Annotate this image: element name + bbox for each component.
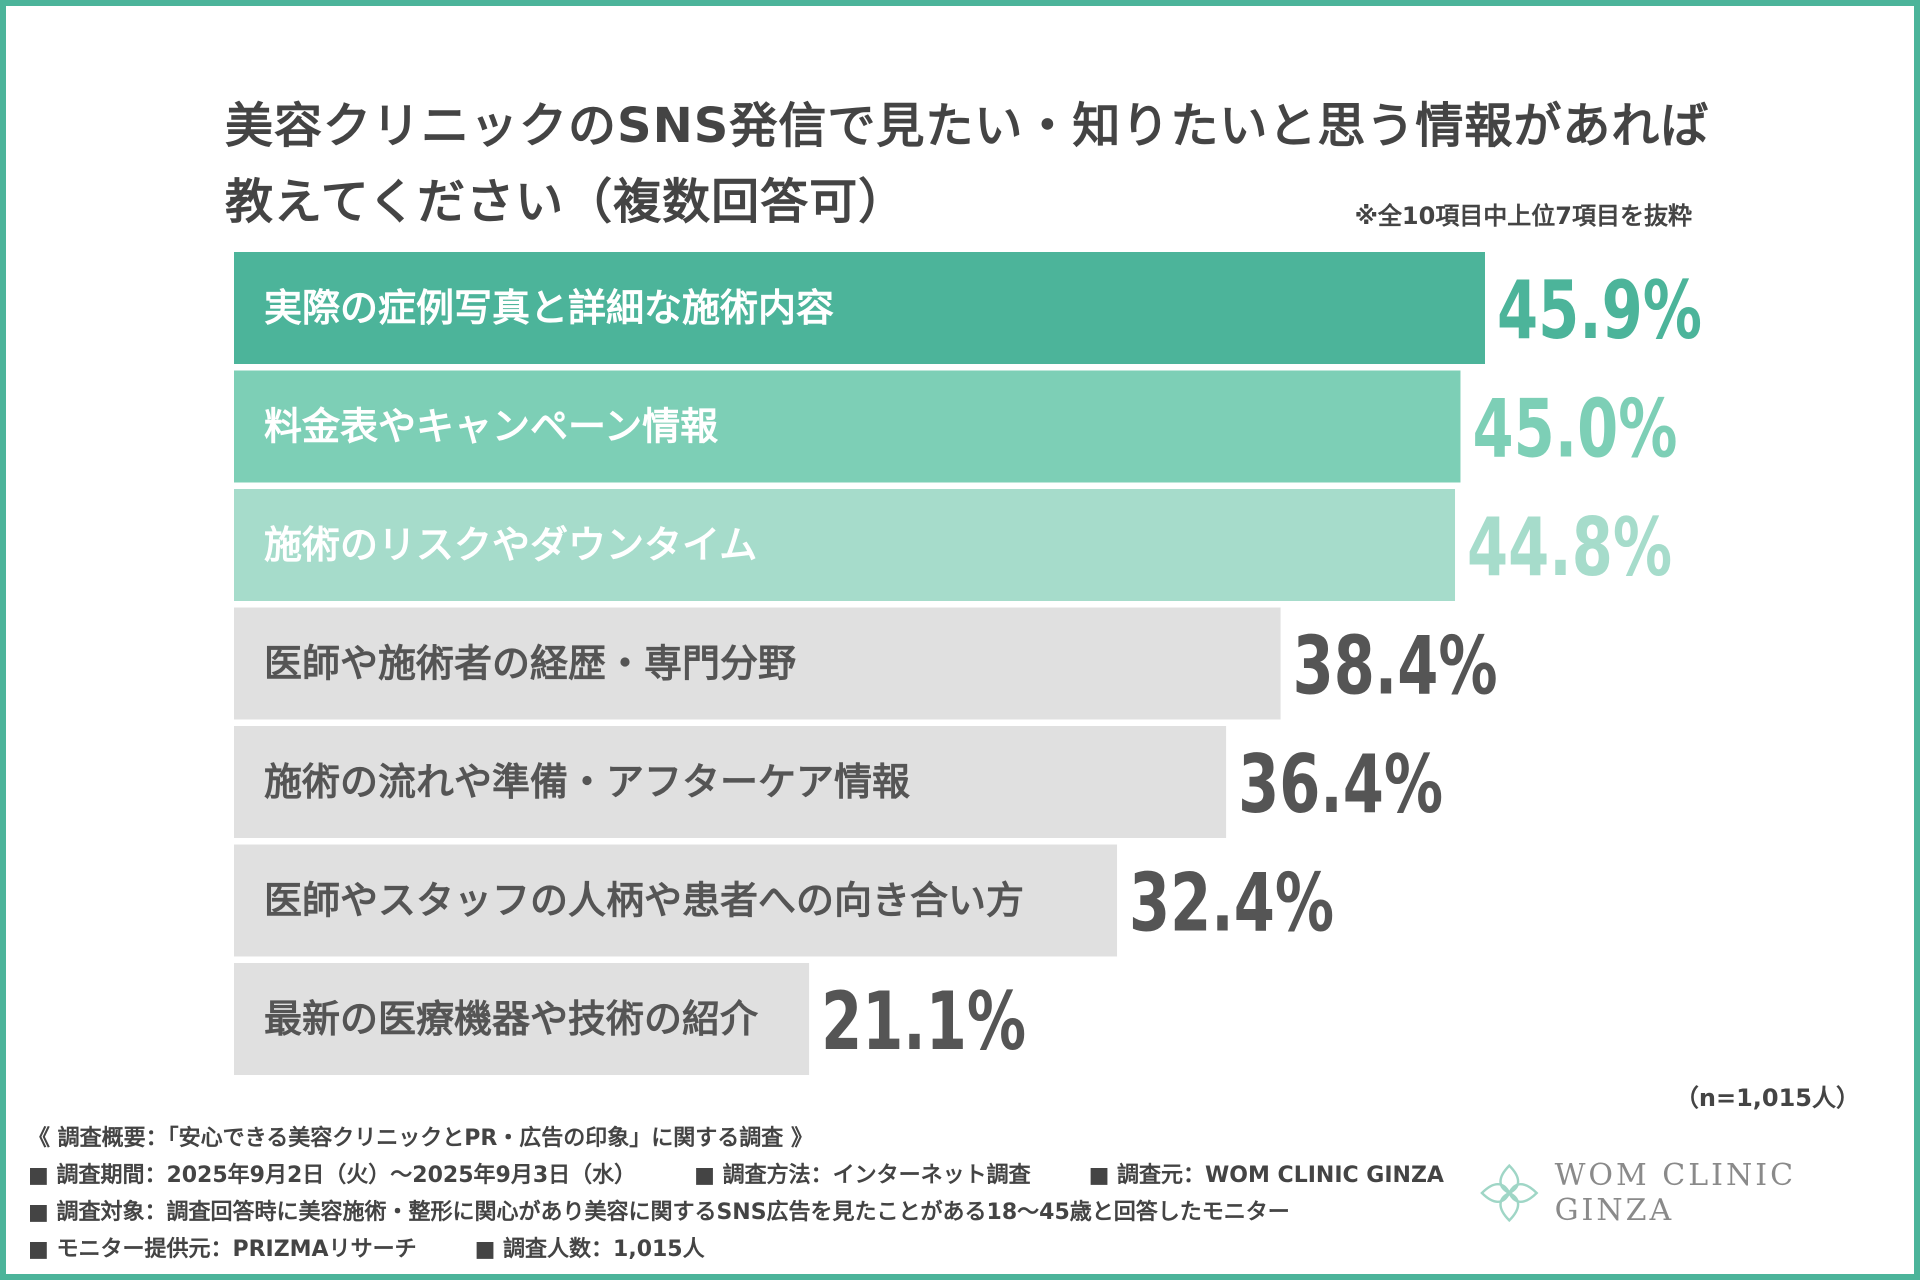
- bar-1: [234, 252, 1485, 364]
- bar-chart: 実際の症例写真と詳細な施術内容 45.9% 料金表やキャンペーン情報 45.0% 施術の…: [234, 252, 1702, 1075]
- bar-label-1: 実際の症例写真と詳細な施術内容: [264, 286, 834, 330]
- survey-provider: ■ モニター提供元：PRIZMAリサーチ: [28, 1237, 417, 1262]
- value-label-4: 38.4%: [1293, 620, 1498, 713]
- value-label-1: 45.9%: [1497, 264, 1702, 357]
- title-line-2: 教えてください（複数回答可）: [225, 174, 908, 230]
- value-label-6: 32.4%: [1129, 857, 1334, 950]
- bar-label-5: 施術の流れや準備・アフターケア情報: [264, 760, 910, 804]
- bar-2: [234, 370, 1461, 483]
- survey-row-3: ■ モニター提供元：PRIZMAリサーチ ■ 調査人数：1,015人: [28, 1231, 1502, 1268]
- bar-label-4: 医師や施術者の経歴・専門分野: [264, 642, 796, 686]
- survey-target: ■ 調査対象：調査回答時に美容施術・整形に関心があり美容に関するSNS広告を見た…: [28, 1200, 1290, 1225]
- value-label-5: 36.4%: [1238, 738, 1443, 831]
- value-label-2: 45.0%: [1472, 383, 1677, 476]
- logo-text: WOM CLINIC GINZA: [1554, 1158, 1797, 1228]
- lotus-logo-icon: [1480, 1163, 1539, 1223]
- bar-5: [234, 726, 1227, 838]
- survey-footer: 《 調査概要：「安心できる美容クリニックとPR・広告の印象」に関する調査 》 ■…: [28, 1120, 1502, 1268]
- bar-6: [234, 844, 1118, 957]
- survey-row-1: ■ 調査期間：2025年9月2日（火）〜2025年9月3日（水） ■ 調査方法：イ…: [28, 1157, 1502, 1194]
- chart-title: 美容クリニックのSNS発信で見たい・知りたいと思う情報があれば 教えてください（…: [225, 88, 1709, 240]
- bar-7: [234, 963, 810, 1075]
- selection-note: ※全10項目中上位7項目を抜粋: [1354, 202, 1692, 230]
- survey-count: ■ 調査人数：1,015人: [474, 1237, 705, 1262]
- bar-label-3: 施術のリスクやダウンタイム: [264, 523, 757, 567]
- bar-label-2: 料金表やキャンペーン情報: [264, 405, 718, 449]
- bar-label-6: 医師やスタッフの人柄や患者への向き合い方: [264, 879, 1024, 923]
- bar-4: [234, 607, 1281, 720]
- bar-label-7: 最新の医療機器や技術の紹介: [264, 997, 759, 1041]
- survey-overview: 《 調査概要：「安心できる美容クリニックとPR・広告の印象」に関する調査 》: [28, 1126, 813, 1151]
- title-line-1: 美容クリニックのSNS発信で見たい・知りたいと思う情報があれば: [225, 98, 1710, 154]
- value-label-3: 44.8%: [1467, 501, 1672, 594]
- bar-3: [234, 489, 1456, 601]
- clinic-logo: WOM CLINIC GINZA: [1478, 1158, 1920, 1228]
- survey-method: ■ 調査方法：インターネット調査: [694, 1163, 1031, 1188]
- survey-source: ■ 調査元：WOM CLINIC GINZA: [1088, 1163, 1444, 1188]
- value-label-7: 21.1%: [821, 975, 1026, 1068]
- sample-size-note: （n=1,015人）: [1674, 1084, 1860, 1112]
- survey-period: ■ 調査期間：2025年9月2日（火）〜2025年9月3日（水）: [28, 1163, 637, 1188]
